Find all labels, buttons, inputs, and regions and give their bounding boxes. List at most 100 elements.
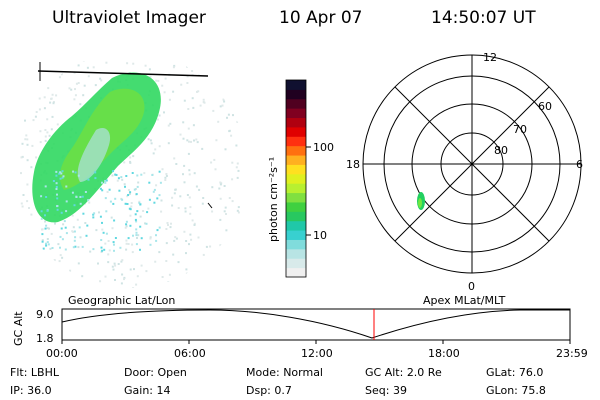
speckle-dot <box>228 130 231 133</box>
cyan-noise-dot <box>134 213 137 216</box>
speckle-dot <box>49 265 52 268</box>
speckle-dot <box>147 207 150 210</box>
speckle-dot <box>237 206 240 209</box>
speckle-dot <box>172 66 175 69</box>
info-mode-label: Mode: <box>246 366 280 379</box>
speckle-dot <box>192 106 195 109</box>
info-seq: Seq: 39 <box>365 384 407 397</box>
speckle-dot <box>20 202 23 205</box>
speckle-dot <box>89 250 92 253</box>
info-glon: GLon: 75.8 <box>486 384 546 397</box>
speckle-dot <box>124 226 127 229</box>
speckle-dot <box>74 94 77 97</box>
info-door-value: Open <box>157 366 187 379</box>
speckle-dot <box>34 115 37 118</box>
speckle-dot <box>172 90 175 93</box>
info-gain: Gain: 14 <box>124 384 171 397</box>
speckle-dot <box>229 60 231 63</box>
speckle-dot <box>191 219 194 222</box>
speckle-dot <box>26 143 29 146</box>
cyan-noise-dot <box>124 202 127 205</box>
speckle-dot <box>21 142 24 145</box>
speckle-dot <box>167 142 170 145</box>
speckle-dot <box>38 97 41 100</box>
speckle-dot <box>164 77 167 80</box>
speckle-dot <box>210 161 213 164</box>
speckle-dot <box>180 83 183 86</box>
speckle-dot <box>191 70 194 72</box>
speckle-dot <box>50 232 53 235</box>
speckle-dot <box>41 228 44 231</box>
colorbar-frame <box>285 79 307 278</box>
info-seq-value: 39 <box>392 384 407 397</box>
cyan-noise-dot <box>156 229 159 232</box>
speckle-dot <box>158 145 161 148</box>
speckle-dot <box>121 178 124 181</box>
cyan-noise-dot <box>65 185 68 188</box>
cyan-noise-dot <box>139 248 141 251</box>
speckle-dot <box>175 163 178 165</box>
speckle-dot <box>46 238 49 240</box>
speckle-dot <box>128 192 131 195</box>
cyan-noise-dot <box>65 210 68 213</box>
speckle-dot <box>42 271 45 274</box>
cyan-noise-dot <box>135 228 138 231</box>
cyan-noise-dot <box>112 170 114 173</box>
speckle-dot <box>202 253 205 256</box>
cyan-noise-dot <box>82 212 85 215</box>
speckle-dot <box>107 261 110 264</box>
speckle-dot <box>182 137 185 140</box>
cyan-noise-dot <box>55 188 58 190</box>
cyan-noise-dot <box>140 237 143 240</box>
cyan-noise-dot <box>114 197 117 200</box>
speckle-dot <box>48 134 51 137</box>
speckle-dot <box>140 264 143 267</box>
speckle-dot <box>130 202 133 204</box>
speckle-dot <box>182 173 184 176</box>
uv-earth-image <box>12 52 248 288</box>
cyan-noise-dot <box>100 239 103 241</box>
speckle-dot <box>100 79 103 82</box>
cyan-noise-dot <box>40 195 43 198</box>
speckle-dot <box>186 194 189 196</box>
speckle-dot <box>37 273 40 275</box>
cyan-noise-dot <box>117 177 120 180</box>
speckle-dot <box>120 282 123 285</box>
speckle-dot <box>31 276 33 278</box>
speckle-dot <box>156 118 159 121</box>
cyan-noise-dot <box>74 245 77 248</box>
speckle-dot <box>150 142 153 145</box>
speckle-dot <box>197 90 200 93</box>
speckle-dot <box>137 181 140 184</box>
mlt-label-12: 12 <box>483 51 497 64</box>
speckle-dot <box>123 183 126 186</box>
speckle-dot <box>104 242 107 245</box>
speckle-dot <box>97 262 99 265</box>
speckle-dot <box>186 139 189 142</box>
colorbar-segment <box>286 192 306 203</box>
cyan-noise-dot <box>55 182 58 185</box>
speckle-dot <box>111 227 114 230</box>
speckle-dot <box>129 214 132 217</box>
speckle-dot <box>73 276 76 279</box>
cyan-noise-dot <box>41 233 44 236</box>
speckle-dot <box>143 172 146 175</box>
cyan-noise-dot <box>156 197 159 200</box>
cyan-noise-dot <box>135 231 138 234</box>
cyan-noise-dot <box>45 224 48 227</box>
info-door-label: Door: <box>124 366 154 379</box>
speckle-dot <box>57 243 60 246</box>
speckle-dot <box>48 227 50 230</box>
info-ip-label: IP: <box>10 384 24 397</box>
speckle-dot <box>196 90 198 93</box>
cyan-noise-dot <box>104 181 107 184</box>
cyan-noise-dot <box>104 197 107 200</box>
speckle-dot <box>225 229 228 232</box>
speckle-dot <box>101 228 104 231</box>
cyan-noise-dot <box>135 243 138 246</box>
speckle-dot <box>225 255 228 258</box>
speckle-dot <box>125 248 128 251</box>
cyan-noise-dot <box>41 240 44 243</box>
colorbar-segment <box>286 201 306 212</box>
cyan-noise-dot <box>45 196 48 198</box>
